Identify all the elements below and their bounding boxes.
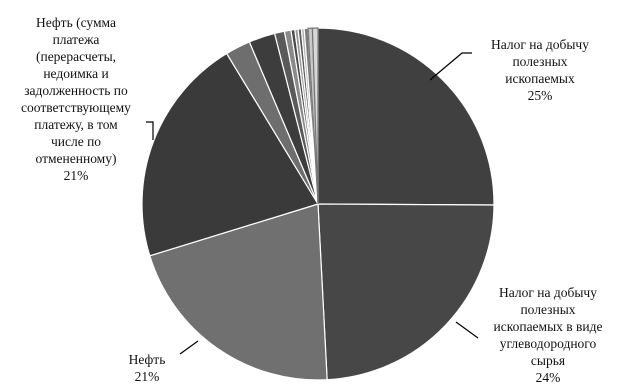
slice-percent: 24% <box>535 370 561 384</box>
slice-label-line: платежу, в том <box>34 117 118 132</box>
slice-label-line: углеводородного <box>499 336 597 351</box>
slice-label-line: Нефть <box>128 352 166 367</box>
pie-slice-2 <box>149 203 328 381</box>
slice-label-line: Налог на добычу <box>499 285 597 300</box>
slice-label-line: (перерасчеты, <box>35 49 117 64</box>
leader-line-1 <box>455 321 479 339</box>
slice-label-oil-payment: Нефть (сумма платежа (перерасчеты, недоимка… <box>0 14 152 184</box>
slice-label-line: сырья <box>530 353 566 368</box>
slice-label-mineral-tax: Налог на добычу полезных ископаемых 25% <box>465 36 615 104</box>
slice-label-line: соответствующему <box>21 100 131 115</box>
slice-percent: 21% <box>63 168 89 183</box>
pie-slice-14 <box>311 27 319 205</box>
slice-label-line: ископаемых <box>505 71 575 86</box>
pie-slice-1 <box>317 203 495 381</box>
slice-label-line: числе по <box>50 134 102 149</box>
leader-line-2 <box>179 340 199 355</box>
pie-slice-0 <box>317 27 495 206</box>
slice-label-oil: Нефть 21% <box>112 351 182 384</box>
slice-percent: 25% <box>527 88 553 103</box>
slice-label-line: Нефть (сумма <box>36 15 116 30</box>
slice-label-line: Налог на добычу <box>491 37 589 52</box>
slice-label-line: ископаемых в виде <box>493 319 603 334</box>
pie-slice-3 <box>141 52 319 257</box>
leader-line-3 <box>146 121 154 140</box>
leader-line-0 <box>429 52 472 81</box>
slice-label-line: задолженность по <box>24 83 128 98</box>
slice-label-line: отмененному) <box>35 151 117 166</box>
slice-label-line: полезных <box>520 302 576 317</box>
slice-label-line: полезных <box>512 54 568 69</box>
slice-percent: 21% <box>134 369 160 384</box>
slice-label-hydrocarbon-tax: Налог на добычу полезных ископаемых в виде… <box>478 284 618 384</box>
slice-label-line: недоимка и <box>43 66 109 81</box>
slice-label-line: платежа <box>52 32 100 47</box>
